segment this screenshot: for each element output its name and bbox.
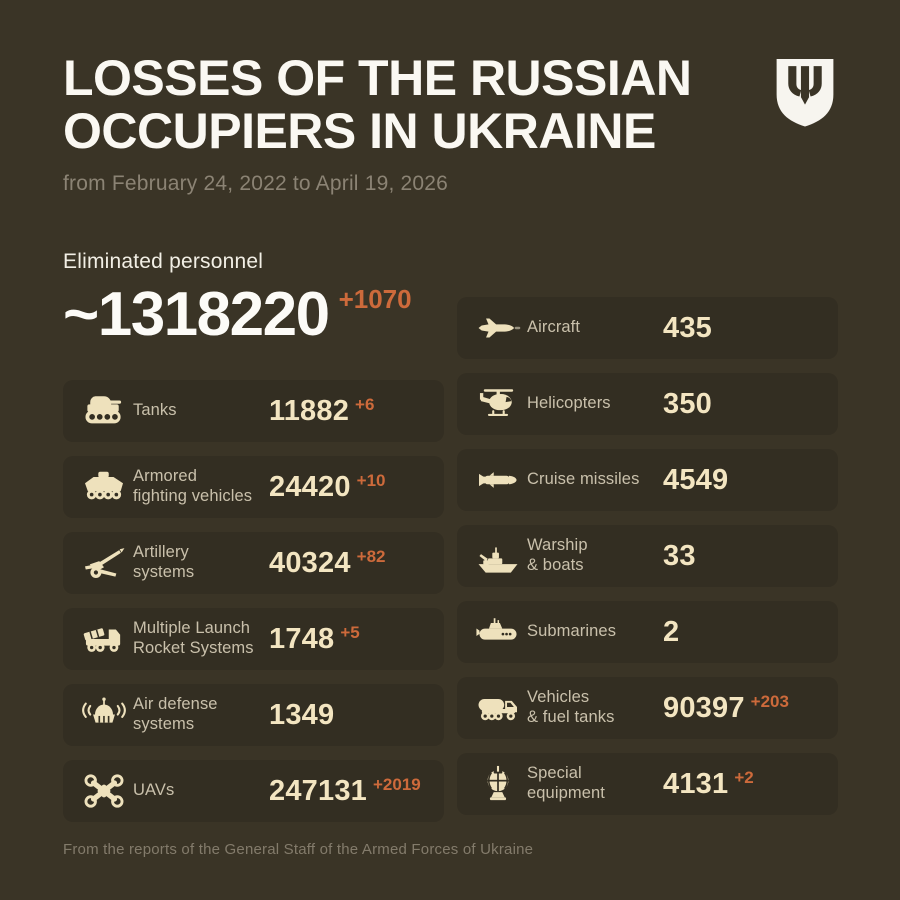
stat-value: 40324 [269, 546, 351, 579]
summary-delta: +1070 [338, 284, 412, 314]
stat-delta: +6 [355, 394, 375, 414]
stats-grid: Eliminated personnel ~1318220 +1070 Tank… [63, 250, 838, 822]
stat-value: 1748 [269, 622, 335, 655]
stat-label: Special equipment [527, 764, 605, 802]
stat-label: Armored fighting vehicles [133, 467, 253, 505]
stat-value: 350 [663, 387, 712, 420]
stat-value: 1349 [269, 698, 335, 731]
summary-value: ~1318220 [63, 280, 330, 349]
helicopter-icon [475, 385, 527, 423]
page-title-line2: OCCUPIERS IN UKRAINE [63, 102, 656, 159]
stat-label: Air defense systems [133, 695, 218, 733]
stat-card-uavs: UAVs 247131 +2019 [63, 760, 444, 822]
stat-label: Vehicles & fuel tanks [527, 688, 615, 726]
stat-label: Helicopters [527, 394, 611, 413]
stat-card-special-equipment: Special equipment 4131 +2 [457, 753, 838, 815]
warship-icon [475, 537, 527, 575]
stat-value: 24420 [269, 470, 351, 503]
artillery-icon [81, 544, 133, 582]
left-column: Eliminated personnel ~1318220 +1070 Tank… [63, 250, 444, 822]
stat-card-submarines: Submarines 2 [457, 601, 838, 663]
armored-fighting-vehicle-icon [81, 468, 133, 506]
stat-value: 247131 [269, 774, 367, 807]
stat-delta: +2 [734, 767, 754, 787]
stat-card-helicopters: Helicopters 350 [457, 373, 838, 435]
page-title-line1: LOSSES OF THE RUSSIAN [63, 50, 692, 106]
header: LOSSES OF THE RUSSIAN OCCUPIERS IN UKRAI… [0, 0, 900, 196]
special-equipment-icon [475, 765, 527, 803]
submarine-icon [475, 613, 527, 651]
stat-label: Submarines [527, 622, 617, 641]
stat-card-aircraft: Aircraft 435 [457, 297, 838, 359]
stat-label: Multiple Launch Rocket Systems [133, 619, 254, 657]
stat-value: 11882 [269, 394, 350, 427]
mlrs-icon [81, 620, 133, 658]
stat-delta: +10 [356, 470, 386, 490]
stat-value: 4131 [663, 767, 729, 800]
summary-label: Eliminated personnel [63, 250, 264, 273]
stat-delta: +5 [340, 622, 360, 642]
stat-card-armored-fighting-vehicles: Armored fighting vehicles 24420 +10 [63, 456, 444, 518]
stat-card-cruise-missiles: Cruise missiles 4549 [457, 449, 838, 511]
ukraine-trident-shield-icon [772, 56, 838, 129]
right-column: Aircraft 435 Helicopters 350 Cruise miss… [457, 297, 838, 815]
stat-label: Artillery systems [133, 543, 195, 581]
stat-card-warship-boats: Warship & boats 33 [457, 525, 838, 587]
stat-delta: +203 [750, 691, 789, 711]
eliminated-personnel-summary: Eliminated personnel ~1318220 +1070 [63, 250, 444, 366]
stat-card-artillery-systems: Artillery systems 40324 +82 [63, 532, 444, 594]
air-defense-icon [81, 696, 133, 734]
stat-value: 90397 [663, 691, 745, 724]
stat-card-mlrs: Multiple Launch Rocket Systems 1748 +5 [63, 608, 444, 670]
stat-label: Cruise missiles [527, 470, 640, 489]
stat-card-vehicles-fuel-tanks: Vehicles & fuel tanks 90397 +203 [457, 677, 838, 739]
stat-card-air-defense-systems: Air defense systems 1349 [63, 684, 444, 746]
aircraft-icon [475, 309, 527, 347]
page-title: LOSSES OF THE RUSSIAN OCCUPIERS IN UKRAI… [63, 52, 753, 157]
stat-card-tanks: Tanks 11882 +6 [63, 380, 444, 442]
stat-label: UAVs [133, 781, 175, 800]
stat-value: 33 [663, 539, 696, 572]
stat-value: 4549 [663, 463, 729, 496]
stat-label: Tanks [133, 401, 177, 420]
stat-delta: +82 [356, 546, 386, 566]
summary-row: ~1318220 +1070 [63, 284, 444, 346]
cruise-missile-icon [475, 461, 527, 499]
uav-icon [81, 772, 133, 810]
source-note: From the reports of the General Staff of… [63, 841, 534, 858]
stat-label: Aircraft [527, 318, 581, 337]
stat-value: 2 [663, 615, 680, 648]
fuel-truck-icon [475, 689, 527, 727]
stat-label: Warship & boats [527, 536, 588, 574]
tank-icon [81, 392, 133, 430]
stat-value: 435 [663, 311, 712, 344]
stat-delta: +2019 [372, 774, 421, 794]
date-range: from February 24, 2022 to April 19, 2026 [63, 172, 449, 195]
